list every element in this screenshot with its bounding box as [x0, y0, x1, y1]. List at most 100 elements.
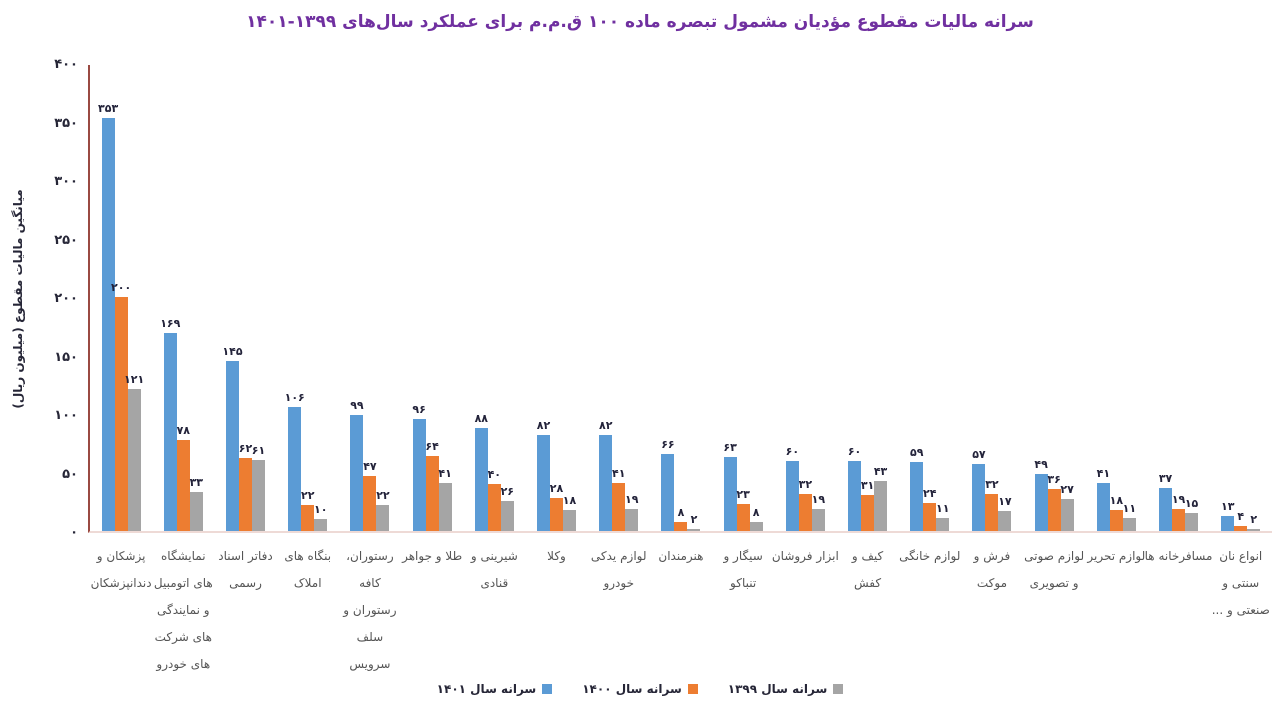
bar-series-gray: ۱۸ — [563, 494, 576, 531]
y-axis-title: میانگین مالیات مقطوع (میلیون ریال) — [11, 189, 25, 409]
bar-series-gray: ۱۰ — [314, 504, 327, 531]
x-axis-category-label-line: لوازم یدکی — [590, 549, 647, 563]
x-axis-category-label-line: سرویس — [349, 657, 391, 671]
bar-series-orange: ۳۲ — [985, 478, 999, 531]
bar-group: ۱۶۹ ۷۸ ۳۳ نمایشگاه های اتومبیل و نمایندگی های … — [152, 65, 214, 671]
legend-label: سرانه سال ۱۴۰۰ — [582, 682, 682, 696]
y-axis-tick-label: ۴۰۰ — [54, 57, 78, 72]
x-axis-category-label-line: کفش — [853, 576, 882, 590]
x-axis-category-label: وکلا — [547, 543, 566, 570]
bar-series-gray: ۱۲۱ — [124, 374, 144, 531]
bar-series-blue: ۱۰۶ — [285, 391, 305, 531]
bar-value-label: ۱۳ — [1221, 499, 1235, 513]
bar-series-gray: ۲ — [687, 513, 701, 531]
x-axis-category-label: انواع نان سنتی و صنعتی و ... — [1212, 543, 1270, 624]
bar-group: ۶۰ ۳۱ ۴۳ کیف و کفش — [836, 65, 898, 590]
bar-value-label: ۱۸ — [562, 493, 577, 507]
bar-value-label: ۲۲ — [300, 489, 315, 503]
x-axis-category-label: لوازم یدکی خودرو — [591, 543, 647, 597]
x-axis-category-label-line: رستوران و — [343, 603, 397, 617]
x-axis-category-label-line: سنتی و — [1222, 576, 1260, 590]
x-axis-category-label-line: بنگاه های — [284, 549, 332, 563]
bar-series-blue: ۶۰ — [786, 445, 799, 531]
bar-series-gray: ۴۳ — [874, 465, 887, 531]
bar-group: ۶۳ ۲۳ ۸ سیگار و تنباکو — [712, 65, 774, 590]
bar-series-gray: ۸ — [749, 506, 763, 531]
bar-value-label: ۶۳ — [723, 441, 737, 455]
bar-series-blue: ۶۰ — [848, 445, 861, 531]
legend-item: سرانه سال ۱۴۰۱ — [437, 682, 553, 696]
bar-value-label: ۷۸ — [176, 423, 191, 437]
bar-value-label: ۶۰ — [847, 444, 862, 458]
x-axis-category-label-line: های شرکت — [154, 630, 212, 644]
y-axis-tick-label: ۳۵۰ — [54, 115, 78, 131]
x-axis-category-label-line: های خودرو — [156, 657, 211, 671]
bar-value-label: ۴ — [1237, 510, 1245, 524]
bar-value-label: ۴۱ — [438, 467, 452, 481]
bar-group: ۹۹ ۴۷ ۲۲ رستوران، کافه رستوران و سلف سرویس — [339, 65, 401, 671]
bar-series-orange: ۳۶ — [1047, 473, 1061, 531]
bar-group: ۱۳ ۴ ۲ انواع نان سنتی و صنعتی و ... — [1210, 65, 1272, 617]
x-axis-category-label-line: صنعتی و ... — [1211, 603, 1270, 617]
x-axis-category-label-line: فرش و — [973, 549, 1011, 563]
bar-series-orange: ۲۳ — [736, 489, 750, 531]
x-axis-category-label-line: کیف و — [851, 549, 884, 563]
bar-series-gray: ۲۶ — [501, 485, 514, 531]
x-axis-category-label: کیف و کفش — [852, 543, 883, 597]
plot-area: ۳۵۳ ۲۰۰ ۱۲۱ پزشکان و دندانپزشکان ۱۶۹ ۷۸ ۳۳ نمایش… — [88, 65, 1272, 671]
bar-value-label: ۳۱ — [860, 478, 875, 492]
bar-value-label: ۴۱ — [612, 467, 626, 481]
bar-series-orange: ۲۰۰ — [111, 282, 131, 531]
x-axis-category-label: رستوران، کافه رستوران و سلف سرویس — [343, 543, 396, 678]
bar-group: ۸۸ ۴۰ ۲۶ شیرینی و قنادی — [463, 65, 525, 590]
x-axis-category-label-line: وکلا — [547, 549, 566, 563]
bar-value-label: ۸۲ — [536, 419, 551, 433]
x-axis-category-label-line: املاک — [293, 576, 322, 590]
bar-group: ۵۷ ۳۲ ۱۷ فرش و موکت — [961, 65, 1023, 590]
x-axis-category-label-line: مسافرخانه ها — [1144, 549, 1213, 563]
bar-value-label: ۱۱ — [1122, 502, 1137, 516]
bar-value-label: ۲ — [1250, 512, 1258, 526]
bar-value-label: ۲۳ — [736, 488, 750, 502]
bar-value-label: ۴۳ — [873, 464, 888, 478]
bar-group: ۶۰ ۳۲ ۱۹ ابزار فروشان — [772, 65, 839, 563]
bar-value-label: ۲۲ — [376, 489, 390, 503]
legend-label: سرانه سال ۱۴۰۱ — [436, 682, 537, 696]
bar-value-label: ۱۰ — [313, 503, 328, 517]
bar-series-gray: ۴۱ — [438, 468, 452, 531]
bar-series-blue: ۸۲ — [599, 420, 612, 531]
bar-series-blue: ۳۵۳ — [98, 103, 118, 531]
x-axis-category-label: فرش و موکت — [974, 543, 1011, 597]
bar-series-gray: ۱۷ — [998, 496, 1012, 531]
bar-value-label: ۶۲ — [238, 442, 253, 456]
bar-series-gray: ۱۵ — [1185, 498, 1198, 531]
x-axis-category-label-line: سیگار و — [723, 549, 763, 563]
bar-value-label: ۱۹ — [811, 492, 826, 506]
bar-series-orange: ۸ — [674, 506, 688, 531]
bar-series-orange: ۳۲ — [799, 478, 812, 531]
bar-value-label: ۳۶ — [1047, 472, 1061, 486]
bar-series-orange: ۴۱ — [612, 468, 625, 531]
x-axis-category-label: نمایشگاه های اتومبیل و نمایندگی های شرکت های… — [154, 543, 213, 678]
bar-series-orange: ۲۲ — [301, 490, 314, 531]
bar-value-label: ۲۷ — [1060, 483, 1074, 497]
bar-group: ۸۲ ۲۸ ۱۸ وکلا — [525, 65, 587, 563]
bar-value-label: ۹۹ — [350, 399, 364, 413]
bar-value-label: ۲۸ — [549, 482, 564, 496]
bar-series-blue: ۴۹ — [1034, 458, 1048, 531]
x-axis-category-label-line: رستوران، — [346, 549, 394, 563]
bar-group: ۴۱ ۱۸ ۱۱ لوازم تحریر — [1085, 65, 1147, 563]
x-axis-category-label: لوازم تحریر — [1087, 543, 1145, 570]
bar-value-label: ۶۱ — [251, 443, 266, 457]
bar-series-blue: ۱۶۹ — [160, 318, 180, 531]
x-axis-category-label-line: خودرو — [603, 576, 634, 590]
x-axis-category-label: طلا و جواهر — [402, 543, 462, 570]
bar-series-orange: ۱۸ — [1110, 494, 1123, 531]
bar-series-gray: ۱۹ — [812, 493, 825, 531]
bar-value-label: ۵۷ — [972, 448, 986, 462]
bar-value-label: ۱۰۶ — [284, 390, 305, 404]
bar-series-gray: ۶۱ — [252, 444, 265, 531]
bar-series-blue: ۹۹ — [350, 400, 364, 531]
bar-series-gray: ۱۱ — [936, 503, 949, 531]
x-axis-category-label-line: تنباکو — [730, 576, 757, 590]
